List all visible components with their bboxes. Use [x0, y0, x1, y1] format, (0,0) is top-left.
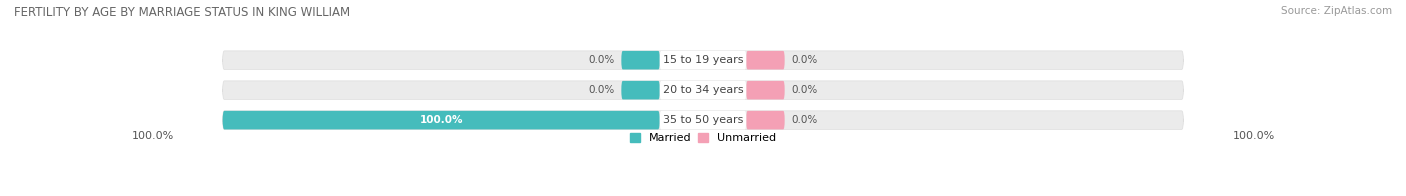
Text: 0.0%: 0.0%: [588, 85, 614, 95]
FancyBboxPatch shape: [659, 81, 747, 99]
FancyBboxPatch shape: [659, 51, 747, 69]
FancyBboxPatch shape: [747, 51, 785, 69]
Text: 20 to 34 years: 20 to 34 years: [662, 85, 744, 95]
Text: 0.0%: 0.0%: [792, 115, 818, 125]
FancyBboxPatch shape: [222, 81, 1184, 99]
Legend: Married, Unmarried: Married, Unmarried: [626, 128, 780, 148]
FancyBboxPatch shape: [621, 81, 659, 99]
FancyBboxPatch shape: [222, 111, 659, 129]
Text: 100.0%: 100.0%: [131, 131, 173, 141]
Text: Source: ZipAtlas.com: Source: ZipAtlas.com: [1281, 6, 1392, 16]
FancyBboxPatch shape: [222, 111, 1184, 129]
Text: 0.0%: 0.0%: [588, 55, 614, 65]
FancyBboxPatch shape: [222, 51, 1184, 69]
Text: 0.0%: 0.0%: [792, 55, 818, 65]
Text: 15 to 19 years: 15 to 19 years: [662, 55, 744, 65]
FancyBboxPatch shape: [621, 51, 659, 69]
Text: 35 to 50 years: 35 to 50 years: [662, 115, 744, 125]
Text: 100.0%: 100.0%: [1233, 131, 1275, 141]
Text: FERTILITY BY AGE BY MARRIAGE STATUS IN KING WILLIAM: FERTILITY BY AGE BY MARRIAGE STATUS IN K…: [14, 6, 350, 19]
Text: 100.0%: 100.0%: [419, 115, 463, 125]
FancyBboxPatch shape: [747, 111, 785, 129]
FancyBboxPatch shape: [747, 81, 785, 99]
FancyBboxPatch shape: [659, 111, 747, 129]
Text: 0.0%: 0.0%: [792, 85, 818, 95]
